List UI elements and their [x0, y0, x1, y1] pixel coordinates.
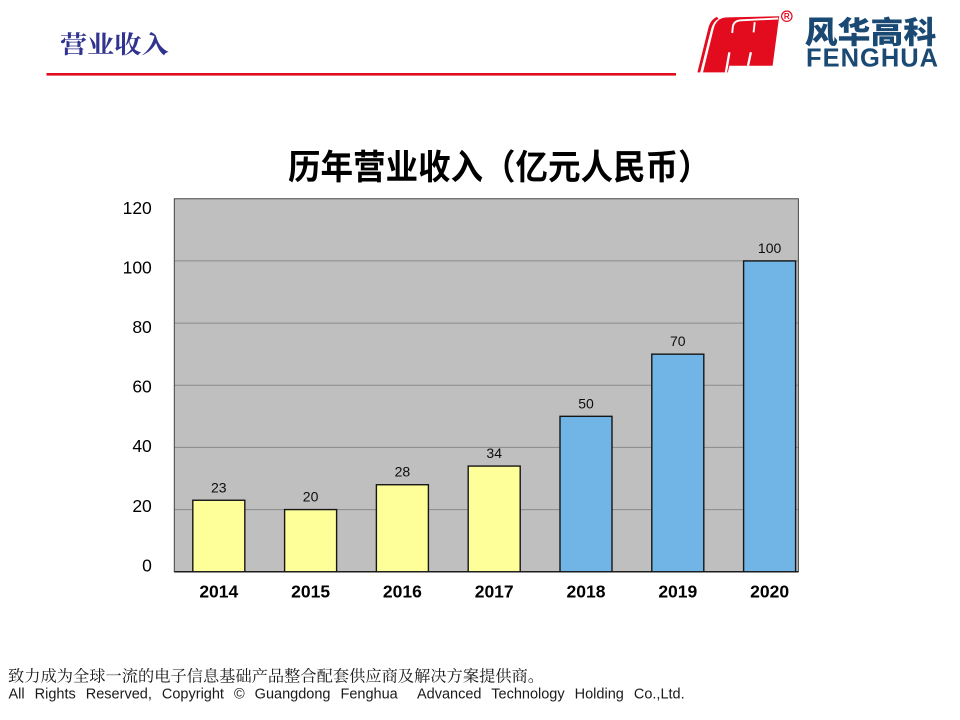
svg-text:2018: 2018 — [567, 582, 606, 602]
svg-text:70: 70 — [670, 333, 686, 349]
svg-text:28: 28 — [395, 464, 411, 480]
svg-text:2014: 2014 — [199, 582, 238, 602]
svg-text:2015: 2015 — [291, 582, 330, 602]
svg-text:20: 20 — [132, 496, 152, 516]
svg-text:34: 34 — [486, 445, 502, 461]
svg-text:50: 50 — [578, 395, 594, 411]
svg-text:60: 60 — [132, 377, 152, 397]
svg-text:2017: 2017 — [475, 582, 514, 602]
svg-text:2016: 2016 — [383, 582, 422, 602]
svg-text:100: 100 — [758, 240, 782, 256]
svg-text:All Rights Reserved, Copyright: All Rights Reserved, Copyright © Guangdo… — [9, 687, 685, 703]
svg-text:40: 40 — [132, 436, 152, 456]
svg-text:R: R — [784, 12, 790, 21]
svg-text:0: 0 — [142, 555, 152, 575]
svg-text:120: 120 — [123, 198, 152, 218]
svg-text:100: 100 — [123, 257, 152, 277]
svg-text:2019: 2019 — [658, 582, 697, 602]
svg-text:FENGHUA: FENGHUA — [806, 45, 939, 73]
svg-text:2020: 2020 — [750, 582, 789, 602]
svg-text:20: 20 — [303, 489, 319, 505]
svg-text:80: 80 — [132, 317, 152, 337]
svg-text:23: 23 — [211, 479, 227, 495]
